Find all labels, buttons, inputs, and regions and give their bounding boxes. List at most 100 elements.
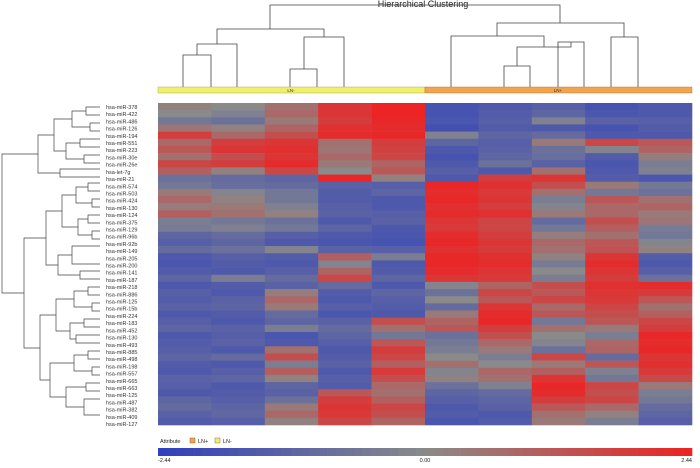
color-legend: Attribute LN+ LN- -2.44 0.00 2.44: [158, 437, 693, 464]
scale-swatch: [211, 448, 221, 456]
heatmap-cell: [211, 188, 266, 197]
heatmap-cell: [638, 331, 693, 340]
heatmap-cell: [318, 224, 372, 233]
heatmap-cell: [318, 153, 372, 161]
scale-swatch: [247, 448, 257, 456]
heatmap-cell: [211, 238, 266, 247]
heatmap-cell: [371, 289, 426, 297]
heatmap-cell: [211, 403, 266, 411]
scale-swatch: [683, 448, 693, 456]
heatmap-cell: [264, 145, 319, 154]
heatmap-cell: [585, 174, 639, 183]
heatmap-cell: [585, 303, 639, 311]
scale-swatch: [202, 448, 212, 456]
heatmap-cell: [585, 353, 639, 361]
scale-swatch: [478, 448, 488, 456]
heatmap-cell: [425, 396, 479, 404]
heatmap-cell: [211, 260, 266, 268]
heatmap-cell: [371, 274, 426, 283]
heatmap-cell: [211, 124, 266, 132]
heatmap-cell: [211, 217, 266, 225]
scale-swatch: [674, 448, 684, 456]
heatmap-cell: [425, 167, 479, 175]
scale-swatch: [567, 448, 577, 456]
heatmap-cell: [158, 231, 212, 240]
heatmap-cell: [211, 138, 266, 147]
heatmap-cell: [638, 317, 693, 326]
heatmap-cell: [638, 396, 693, 404]
heatmap-cell: [211, 360, 266, 369]
heatmap-cell: [211, 181, 266, 190]
heatmap-cell: [638, 382, 693, 390]
heatmap-cell: [371, 117, 426, 125]
heatmap-cell: [425, 346, 479, 354]
heatmap-cell: [318, 217, 372, 225]
heatmap-cell: [264, 410, 319, 419]
heatmap-cell: [264, 138, 319, 147]
heatmap-cell: [425, 389, 479, 397]
heatmap-cell: [585, 374, 639, 383]
heatmap-cell: [638, 253, 693, 261]
heatmap-cell: [638, 174, 693, 183]
heatmap-cell: [158, 238, 212, 247]
heatmap-cell: [211, 374, 266, 383]
heatmap-cell: [318, 396, 372, 404]
heatmap-cell: [371, 231, 426, 240]
scale-swatch: [656, 448, 666, 456]
row-label: hsa-let-7g: [106, 170, 130, 176]
legend-swatch-ln-plus: [189, 437, 196, 444]
heatmap-cell: [264, 103, 319, 111]
scale-mid-label: 0.00: [420, 458, 431, 464]
heatmap-cell: [211, 339, 266, 347]
heatmap-cell: [211, 417, 266, 426]
heatmap-cell: [318, 181, 372, 190]
heatmap-cell: [478, 167, 533, 175]
scale-swatch: [336, 448, 346, 456]
heatmap-cell: [531, 331, 586, 340]
heatmap-cell: [158, 382, 212, 390]
heatmap-cell: [264, 303, 319, 311]
heatmap-cell: [318, 389, 372, 397]
legend-label-ln-plus: LN+: [198, 439, 208, 445]
heatmap-cell: [638, 289, 693, 297]
heatmap-cell: [158, 131, 212, 140]
heatmap-cell: [638, 267, 693, 276]
row-label: hsa-miR-200: [106, 264, 137, 270]
heatmap-cell: [264, 210, 319, 218]
heatmap-cell: [211, 281, 266, 290]
heatmap-cell: [211, 153, 266, 161]
heatmap-cell: [478, 317, 533, 326]
heatmap-cell: [531, 238, 586, 247]
heatmap-cell: [531, 181, 586, 190]
heatmap-cell: [425, 296, 479, 304]
heatmap-cell: [478, 181, 533, 190]
heatmap-cell: [585, 296, 639, 304]
heatmap-cell: [158, 253, 212, 261]
heatmap-cell: [158, 117, 212, 125]
scale-swatch: [380, 448, 390, 456]
heatmap-cell: [264, 389, 319, 397]
scale-swatch: [576, 448, 586, 456]
heatmap-cell: [264, 203, 319, 211]
row-label: hsa-miR-198: [106, 364, 137, 370]
heatmap-cell: [638, 145, 693, 154]
heatmap-cell: [211, 410, 266, 419]
heatmap-cell: [264, 260, 319, 268]
heatmap-cell: [478, 289, 533, 297]
heatmap-cell: [158, 110, 212, 118]
heatmap-cell: [318, 310, 372, 318]
heatmap-cell: [264, 253, 319, 261]
heatmap-cell: [264, 417, 319, 426]
heatmap-cell: [158, 188, 212, 197]
heatmap-cell: [211, 267, 266, 276]
heatmap-cell: [158, 339, 212, 347]
heatmap-cell: [371, 167, 426, 175]
heatmap-cell: [211, 117, 266, 125]
scale-swatch: [220, 448, 230, 456]
heatmap-cell: [638, 131, 693, 140]
heatmap-cell: [585, 410, 639, 419]
heatmap-cell: [638, 296, 693, 304]
heatmap-cell: [531, 131, 586, 140]
heatmap-cell: [638, 203, 693, 211]
heatmap-cell: [585, 167, 639, 175]
